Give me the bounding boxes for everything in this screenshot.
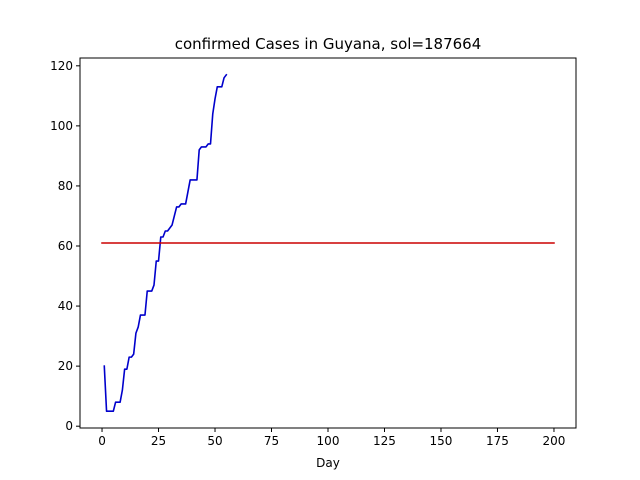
x-tick-label: 175 <box>486 434 509 448</box>
x-axis: 0 25 50 75 100 125 150 175 200 <box>98 428 565 448</box>
y-tick-label: 0 <box>65 419 73 433</box>
x-tick-label: 200 <box>543 434 566 448</box>
series-line-0 <box>103 73 228 412</box>
plot-area <box>101 73 555 412</box>
y-axis: 0 20 40 60 80 100 120 <box>50 59 80 433</box>
x-tick-label: 50 <box>207 434 222 448</box>
x-axis-label: Day <box>316 456 340 470</box>
chart-title: confirmed Cases in Guyana, sol=187664 <box>175 35 482 53</box>
x-tick-label: 25 <box>151 434 166 448</box>
y-tick-label: 60 <box>58 239 73 253</box>
x-tick-label: 125 <box>373 434 396 448</box>
x-tick-label: 75 <box>264 434 279 448</box>
y-tick-label: 20 <box>58 359 73 373</box>
x-tick-label: 100 <box>317 434 340 448</box>
y-tick-label: 120 <box>50 59 73 73</box>
y-tick-label: 40 <box>58 299 73 313</box>
x-tick-label: 150 <box>430 434 453 448</box>
y-tick-label: 80 <box>58 179 73 193</box>
x-tick-label: 0 <box>98 434 106 448</box>
y-tick-label: 100 <box>50 119 73 133</box>
